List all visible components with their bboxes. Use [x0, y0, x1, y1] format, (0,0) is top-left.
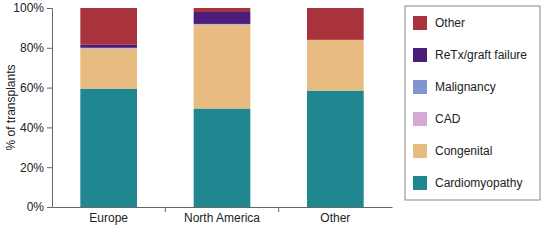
legend: Other ReTx/graft failure Malignancy CAD Cong… — [405, 6, 540, 200]
series-bars — [80, 8, 363, 45]
y-tick-label: 80% — [20, 41, 44, 55]
legend-frame — [405, 6, 540, 200]
legend-label: Other — [435, 16, 465, 30]
y-tick: 0% — [27, 200, 52, 214]
y-tick-label: 0% — [27, 200, 45, 214]
x-tick-label: North America — [184, 211, 260, 225]
legend-swatch — [413, 16, 427, 30]
y-tick-mark — [47, 207, 52, 208]
x-tick-label: Europe — [89, 211, 128, 225]
bar — [194, 24, 251, 25]
y-tick-mark — [47, 88, 52, 89]
legend-swatch — [413, 48, 427, 62]
y-tick-mark — [47, 48, 52, 49]
bar — [80, 49, 137, 89]
y-tick-label: 60% — [20, 81, 44, 95]
x-tick: Europe — [89, 207, 128, 225]
plot-area: 0% 20% 40% 60% 80% 100% Europe North America Oth… — [13, 1, 392, 224]
y-tick-mark — [47, 8, 52, 9]
bar — [194, 8, 251, 12]
x-tick-label: Other — [320, 211, 350, 225]
bar — [194, 108, 251, 207]
bar — [194, 12, 251, 24]
bar — [80, 45, 137, 48]
category-divider — [165, 207, 166, 212]
legend-swatch — [413, 144, 427, 158]
x-tick: Other — [320, 207, 350, 225]
chart: 0% 20% 40% 60% 80% 100% Europe North America Oth… — [0, 0, 545, 229]
y-tick-label: 40% — [20, 121, 44, 135]
y-axis-line — [47, 9, 53, 208]
legend-label: Cardiomyopathy — [435, 176, 522, 190]
x-tick: North America — [184, 207, 260, 225]
legend-swatch — [413, 176, 427, 190]
legend-label: ReTx/graft failure — [435, 48, 527, 62]
y-axis: 0% 20% 40% 60% 80% 100% — [13, 1, 52, 214]
legend-swatch — [413, 80, 427, 94]
x-axis-line — [53, 207, 393, 208]
bar — [80, 8, 137, 45]
y-tick: 60% — [20, 81, 52, 95]
bar — [307, 8, 364, 40]
bar — [80, 89, 137, 207]
legend-swatch — [413, 112, 427, 126]
legend-label: CAD — [435, 112, 461, 126]
y-tick: 80% — [20, 41, 52, 55]
y-tick-mark — [47, 167, 52, 168]
y-tick: 20% — [20, 161, 52, 175]
bar — [194, 25, 251, 109]
bars — [80, 8, 363, 207]
y-tick: 40% — [20, 121, 52, 135]
legend-label: Congenital — [435, 144, 492, 158]
y-tick-mark — [47, 127, 52, 128]
x-axis: Europe North America Other — [53, 207, 393, 225]
bar — [307, 91, 364, 207]
bar — [80, 48, 137, 50]
y-axis-title: % of transplants — [4, 64, 18, 150]
y-tick-label: 100% — [13, 1, 44, 15]
y-tick: 100% — [13, 1, 52, 15]
category-divider — [278, 207, 279, 212]
legend-label: Malignancy — [435, 80, 496, 94]
bar — [307, 40, 364, 91]
y-tick-label: 20% — [20, 161, 44, 175]
